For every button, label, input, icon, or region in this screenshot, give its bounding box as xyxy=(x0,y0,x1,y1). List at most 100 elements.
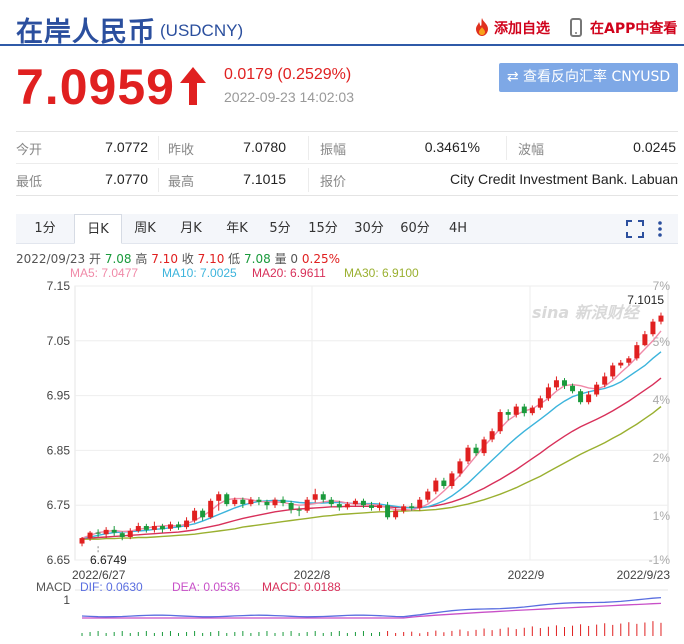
dif-label: DIF: 0.0630 xyxy=(80,580,143,594)
candle-body xyxy=(256,499,262,502)
stats-row: 最低 7.0770 最高 7.1015 报价 City Credit Inves… xyxy=(16,164,678,196)
candle-body xyxy=(95,532,101,534)
more-options-icon[interactable] xyxy=(656,220,664,238)
extreme-annotations: 7.1015 6.6749 xyxy=(90,293,664,567)
candle-body xyxy=(176,524,182,528)
open-in-app-label: 在APP中查看 xyxy=(590,21,678,37)
watermark-text: sina 新浪财经 xyxy=(532,303,641,322)
open-label: 开 xyxy=(89,252,102,266)
ma5-label: MA5: 7.0477 xyxy=(70,266,139,280)
open-value: 7.0772 xyxy=(105,139,148,155)
date-tick-label: 2022/9 xyxy=(508,568,545,582)
date-axis: 2022/6/27 2022/8 2022/9 2022/9/23 xyxy=(72,568,670,582)
add-watchlist-button[interactable]: 添加自选 xyxy=(474,18,550,38)
tab-5min[interactable]: 5分 xyxy=(269,221,291,236)
candle-body xyxy=(127,530,133,537)
phone-icon xyxy=(570,18,582,37)
symbol-code: (USDCNY) xyxy=(160,21,244,40)
price-tick-label: 7.05 xyxy=(47,334,71,348)
price-axis: 7.15 7.05 6.95 6.85 6.75 6.65 xyxy=(47,279,71,567)
ohlc-low: 7.08 xyxy=(244,252,271,266)
candle-body xyxy=(224,494,230,505)
candle-body xyxy=(336,504,342,508)
candle-body xyxy=(184,520,190,528)
price-tick-label: 6.75 xyxy=(47,498,71,512)
percent-tick-label: 1% xyxy=(653,509,671,523)
candle-body xyxy=(561,380,567,386)
date-tick-label: 2022/9/23 xyxy=(617,568,671,582)
candle-body xyxy=(240,499,246,505)
candle-body xyxy=(513,406,519,415)
page-title: 在岸人民币 xyxy=(16,17,156,48)
candle-body xyxy=(312,494,318,500)
ma30-label: MA30: 6.9100 xyxy=(344,266,419,280)
candle-body xyxy=(497,412,503,432)
price-tick-label: 6.65 xyxy=(47,553,71,567)
candle-body xyxy=(545,387,551,399)
percent-tick-label: 4% xyxy=(653,393,671,407)
tab-60min[interactable]: 60分 xyxy=(400,221,430,236)
macd-tick-label: 1 xyxy=(63,593,70,607)
reverse-rate-button[interactable]: ⇄ 查看反向汇率 CNYUSD xyxy=(499,63,678,92)
candle-body xyxy=(425,491,431,500)
candle-body xyxy=(529,407,535,414)
max-annotation: 7.1015 xyxy=(627,293,664,307)
candle-body xyxy=(192,510,198,521)
candle-body xyxy=(200,510,206,518)
ohlc-high: 7.10 xyxy=(151,252,178,266)
candle-body xyxy=(553,380,559,388)
candle-body xyxy=(344,504,350,508)
candle-body xyxy=(151,526,157,530)
low-value: 7.0770 xyxy=(105,171,148,187)
candle-body xyxy=(610,365,616,377)
dea-line xyxy=(82,602,662,619)
candle-body xyxy=(208,500,214,518)
open-in-app-button[interactable]: 在APP中查看 xyxy=(570,18,677,38)
candle-body xyxy=(634,345,640,359)
tab-daily-k[interactable]: 日K xyxy=(74,214,122,244)
tab-4h[interactable]: 4H xyxy=(448,221,468,236)
candle-body xyxy=(304,499,310,511)
macd-value-label: MACD: 0.0188 xyxy=(262,580,341,594)
candle-body xyxy=(369,505,374,508)
candle-body xyxy=(433,480,439,492)
tab-yearly-k[interactable]: 年K xyxy=(226,221,248,236)
ohlc-open: 7.08 xyxy=(104,252,132,266)
candle-body xyxy=(385,505,391,518)
candle-body xyxy=(103,529,109,535)
tab-30min[interactable]: 30分 xyxy=(354,221,384,236)
date-tick-label: 2022/6/27 xyxy=(72,568,126,582)
kline-chart[interactable]: sina 新浪财经 7.15 7.05 6.95 6.85 6.75 6.65 7% 5% 4… xyxy=(0,278,684,644)
price-change: 0.0179 (0.2529%) xyxy=(224,66,352,83)
candle-body xyxy=(642,334,648,346)
macd-panel: 1 xyxy=(63,589,668,636)
tab-weekly-k[interactable]: 周K xyxy=(134,221,156,236)
candle-body xyxy=(328,499,334,505)
dif-line xyxy=(81,596,662,618)
tab-monthly-k[interactable]: 月K xyxy=(180,221,202,236)
candle-body xyxy=(135,526,141,531)
candle-body xyxy=(216,494,222,501)
candle-body xyxy=(594,384,600,395)
candle-body xyxy=(409,506,415,508)
tab-1min[interactable]: 1分 xyxy=(34,221,56,236)
candle-body xyxy=(352,500,358,505)
candle-body xyxy=(393,510,399,518)
candle-body xyxy=(377,505,383,508)
ohlc-volume: 0 xyxy=(290,252,299,266)
candle-body xyxy=(296,509,302,511)
chart-grid xyxy=(74,285,669,561)
tab-15min[interactable]: 15分 xyxy=(308,221,338,236)
volume-label: 量 xyxy=(274,252,287,266)
ohlc-close: 7.10 xyxy=(197,252,225,266)
candle-body xyxy=(449,473,455,487)
candle-body xyxy=(87,532,93,539)
candle-body xyxy=(264,501,270,506)
fullscreen-icon[interactable] xyxy=(626,220,644,238)
percent-tick-label: 5% xyxy=(653,335,671,349)
candle-body xyxy=(232,499,238,505)
quote-source-label: 报价 xyxy=(320,175,347,190)
candle-body xyxy=(360,500,366,506)
percent-tick-label: 7% xyxy=(653,279,671,293)
date-tick-label: 2022/8 xyxy=(294,568,331,582)
